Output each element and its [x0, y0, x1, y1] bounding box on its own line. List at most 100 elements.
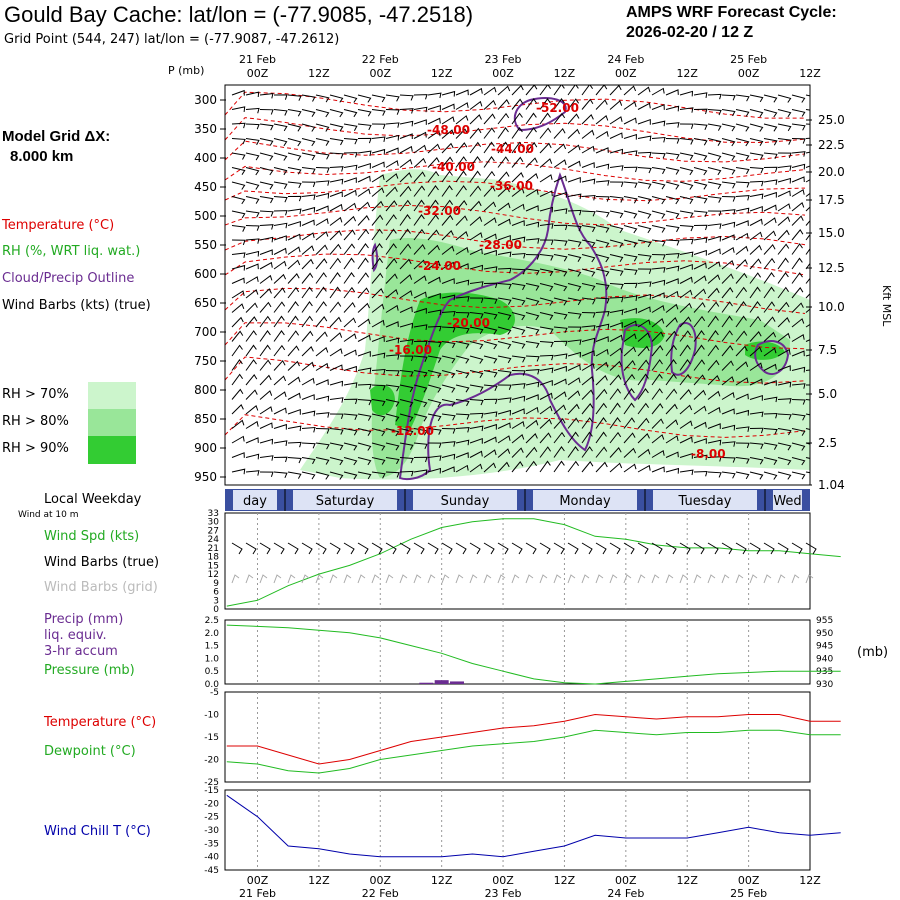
wind-barb	[763, 286, 775, 299]
wind-barb	[651, 418, 664, 429]
wind-barb	[623, 282, 638, 289]
wind-barb	[497, 409, 512, 416]
wind-barb	[763, 471, 778, 480]
wind-barb	[777, 348, 791, 357]
wind-barb	[679, 107, 694, 113]
wind-barb	[483, 99, 497, 110]
wind-barb	[469, 216, 483, 226]
wind-barb	[413, 307, 427, 314]
wind-barb	[623, 254, 638, 262]
surface-wind-barb	[735, 542, 747, 555]
wind-barb	[483, 411, 498, 417]
wind-barb	[665, 317, 678, 328]
legend-temperature: Temperature (°C)	[2, 218, 115, 233]
wind-barb	[301, 194, 316, 200]
surface-wind-barb	[763, 542, 775, 555]
wind-barb	[245, 453, 260, 460]
wind-barb	[553, 143, 567, 154]
wind-barb	[399, 145, 413, 154]
wind-barb	[483, 312, 498, 320]
wind-barb	[231, 468, 246, 475]
dewpoint-line	[226, 729, 841, 774]
wind-barb	[567, 160, 581, 168]
wind-barb	[413, 469, 428, 475]
wind-barb	[259, 455, 274, 461]
wind-barb	[399, 158, 413, 168]
wind-barb	[371, 161, 385, 168]
surface-wind-barb-grid	[735, 574, 744, 584]
wind-barb	[595, 461, 608, 473]
wind-barb	[315, 123, 330, 132]
wind-barb	[749, 301, 761, 313]
wind-barb	[637, 118, 651, 125]
wind-barb	[749, 218, 763, 226]
wind-barb	[665, 138, 680, 144]
wind-barb	[427, 413, 442, 422]
wind-barb	[301, 457, 316, 465]
wind-barb	[623, 388, 635, 400]
wind-barb	[329, 332, 343, 342]
wind-barb	[721, 457, 736, 463]
wind-barb	[329, 364, 343, 371]
wind-barb	[483, 297, 498, 304]
wind-barb	[595, 225, 610, 233]
wind-barb	[525, 355, 540, 362]
wind-barb	[763, 331, 777, 342]
wind-barb	[721, 408, 735, 415]
wind-barb	[329, 457, 344, 466]
wind-barb	[693, 196, 708, 204]
wind-barb	[623, 307, 637, 314]
wind-barb	[511, 203, 525, 212]
wind-barb	[497, 297, 512, 305]
wind-barb	[623, 373, 636, 386]
wind-barb	[413, 275, 427, 284]
wind-barb	[679, 316, 692, 328]
date-tick-top: 25 Feb	[730, 53, 767, 66]
wind-barb	[539, 206, 554, 213]
wind-barb	[777, 109, 792, 118]
wind-barb	[259, 390, 273, 400]
legend-precip: Precip (mm)	[44, 612, 124, 627]
panel-tick: 18	[208, 553, 220, 563]
legend-precip-liq: liq. equiv.	[44, 628, 107, 643]
wind-barb	[245, 167, 260, 176]
wind-barb	[357, 272, 370, 284]
panel-tick: 15	[208, 561, 219, 571]
mslp-tick: 955	[816, 616, 833, 626]
surface-wind-barb-grid	[763, 574, 772, 584]
wind-barb	[679, 90, 694, 97]
wind-barb	[707, 274, 721, 284]
wind-barb	[455, 128, 468, 139]
wind-barb	[329, 138, 344, 146]
wind-barb	[455, 102, 469, 110]
surface-wind-barb	[343, 542, 355, 555]
wind-barb	[707, 471, 722, 478]
wind-barb	[651, 279, 666, 286]
wind-barb	[399, 94, 414, 101]
time-tick-top: 12Z	[554, 67, 576, 80]
pressure-panel: 2.5 2.0 1.5 1.0 0.5 0.0 955 950 945 940 935 930	[205, 616, 841, 690]
wind-barb	[371, 109, 386, 116]
wind-barb	[399, 120, 414, 127]
surface-wind-barb	[805, 542, 817, 555]
wind-barb	[497, 435, 511, 444]
wind-barb	[455, 384, 470, 393]
wind-barb	[665, 105, 680, 112]
top-time-axis: 00Z 12Z 00Z 12Z 00Z 12Z 00Z 12Z 00Z 12Z 21 Feb 22 F…	[239, 53, 821, 80]
date-tick-top: 21 Feb	[239, 53, 276, 66]
wind-barb	[665, 290, 679, 299]
wind-barb	[595, 446, 608, 458]
wind-barb	[763, 123, 778, 132]
wind-barb	[287, 233, 301, 241]
wind-barb	[497, 370, 512, 377]
wind-barb	[231, 122, 246, 129]
wind-barb	[231, 138, 246, 145]
wind-barb	[469, 248, 483, 255]
wind-barb	[567, 339, 582, 345]
wind-barb	[343, 286, 356, 299]
wind-barb	[385, 428, 400, 437]
wind-barb	[231, 330, 244, 342]
surface-wind-barb-grid	[385, 574, 394, 584]
wind-barb	[427, 325, 442, 332]
pressure-line	[226, 624, 841, 685]
